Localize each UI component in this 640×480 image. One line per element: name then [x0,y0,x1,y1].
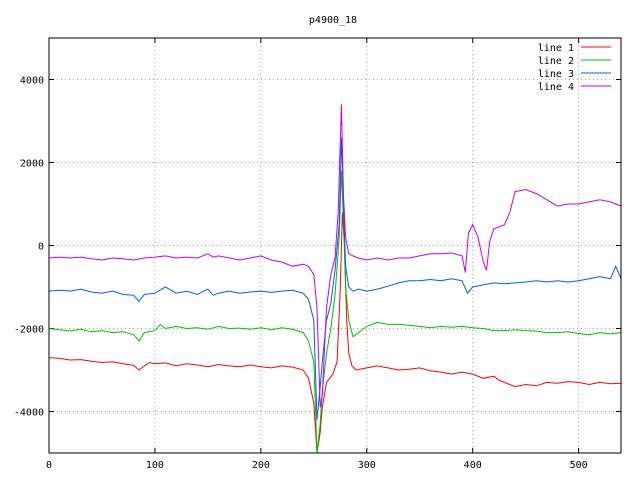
x-tick-label: 500 [570,460,588,471]
x-tick-label: 0 [46,460,52,471]
legend-label: line 3 [538,69,574,80]
y-tick-label: 0 [38,242,44,253]
chart-title: p4900_18 [309,15,357,26]
y-tick-label: 4000 [20,76,44,87]
series-group [49,104,621,453]
legend-label: line 1 [538,43,574,54]
series-line-1 [49,212,621,453]
y-tick-label: 2000 [20,159,44,170]
axes: 0 100 200 300 400 500 -4000 -2000 0 2000 4000 [14,38,621,471]
x-tick-label: 300 [358,460,376,471]
legend-label: line 2 [538,56,574,67]
series-line-3 [49,137,621,420]
series-line-4 [49,104,621,408]
series-line-2 [49,170,621,453]
x-tick-label: 200 [252,460,270,471]
grid [49,38,621,453]
x-tick-label: 400 [464,460,482,471]
x-tick-label: 100 [146,460,164,471]
legend: line 1 line 2 line 3 line 4 [538,43,611,93]
legend-label: line 4 [538,82,574,93]
y-tick-label: -4000 [14,408,44,419]
plot-frame [48,37,622,454]
y-tick-label: -2000 [14,325,44,336]
